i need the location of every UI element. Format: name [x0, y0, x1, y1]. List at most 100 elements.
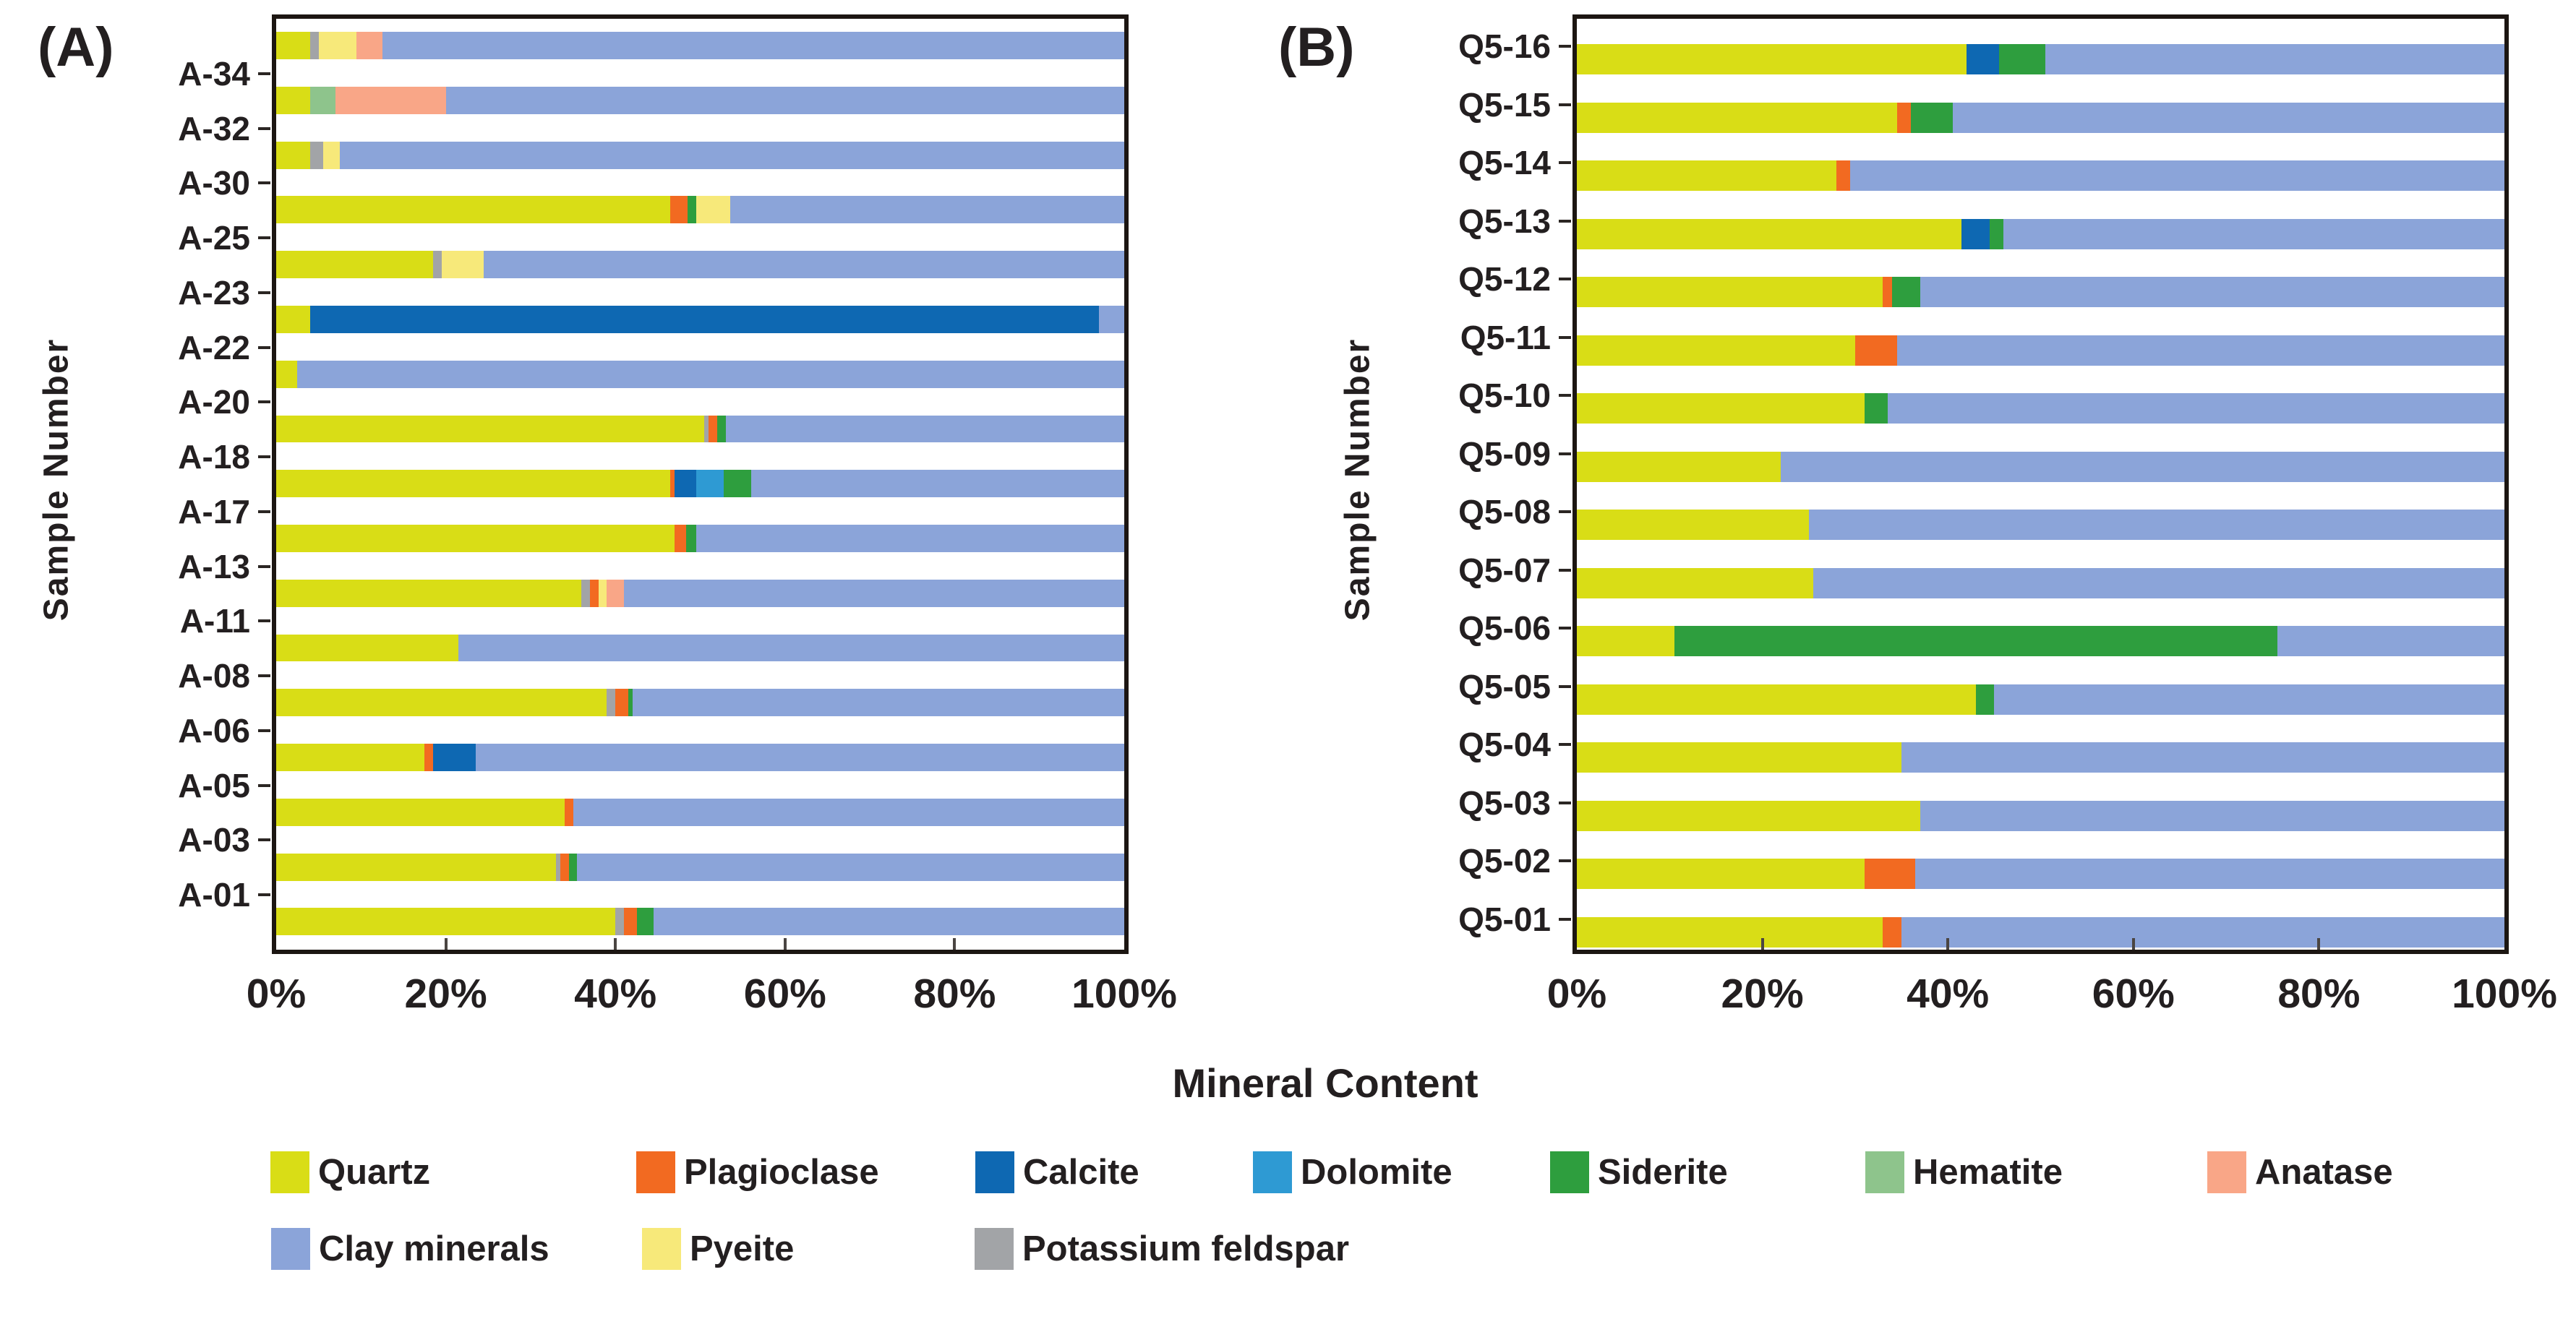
bar-segment-siderite [628, 689, 633, 717]
bar-segment-pyeite [696, 196, 730, 224]
bar-row-Q5-07 [1577, 567, 2504, 598]
bar-segment-siderite [1674, 626, 2277, 657]
sample-label-A-23: A-23 [178, 273, 250, 312]
bar-segment-plagioclase [589, 579, 599, 607]
y-axis-tick [1559, 568, 1571, 572]
legend-item-pyeite: Pyeite [642, 1228, 794, 1270]
x-axis-tick [783, 938, 787, 950]
bar-segment-quartz [1577, 102, 1897, 133]
bar-segment-clay [1901, 742, 2504, 773]
bar-segment-k_feldspar [581, 579, 590, 607]
bar-segment-pyeite [318, 32, 357, 60]
bar-segment-quartz [276, 579, 582, 607]
bar-segment-plagioclase [564, 798, 573, 826]
bar-segment-clay [1920, 800, 2504, 831]
y-axis-tick [258, 510, 270, 513]
legend-label-dolomite: Dolomite [1301, 1153, 1452, 1192]
bar-segment-quartz [276, 141, 310, 169]
sample-label-A-32: A-32 [178, 109, 250, 147]
sample-label-A-11: A-11 [179, 602, 250, 640]
bar-row-A-05 [276, 744, 1124, 771]
bar-row-Q5-12 [1577, 277, 2504, 308]
y-axis-tick [1559, 743, 1571, 747]
y-axis-tick [258, 783, 270, 787]
bar-row-A-18 [276, 415, 1124, 443]
legend-label-hematite: Hematite [1913, 1153, 2063, 1192]
bar-segment-calcite [432, 744, 476, 771]
y-axis-tick [1559, 859, 1571, 863]
bar-segment-plagioclase [670, 196, 688, 224]
sample-label-A-25: A-25 [178, 219, 250, 257]
bar-row-A-08 [276, 634, 1124, 662]
x-axis-title: Mineral Content [1172, 1060, 1479, 1106]
sample-label-Q5-11: Q5-11 [1460, 318, 1551, 356]
bar-segment-k_feldspar [615, 908, 624, 936]
y-axis-tick [1559, 801, 1571, 804]
bar-segment-quartz [1577, 684, 1976, 715]
sample-label-Q5-07: Q5-07 [1458, 551, 1551, 589]
legend-item-calcite: Calcite [975, 1151, 1139, 1193]
bar-segment-quartz [276, 798, 565, 826]
bar-segment-clay [750, 470, 1124, 498]
bar-row-A-23 [276, 251, 1124, 279]
bar-segment-siderite [687, 196, 696, 224]
bar-segment-plagioclase [1854, 335, 1897, 366]
bar-segment-plagioclase [560, 853, 569, 881]
sample-label-A-01: A-01 [178, 876, 250, 914]
bar-row-Q5-14 [1577, 160, 2504, 192]
bar-segment-pyeite [441, 251, 484, 279]
bar-row-A-22 [276, 306, 1124, 333]
y-axis-tick [1559, 103, 1571, 106]
bar-segment-calcite [1966, 44, 1999, 75]
sample-label-Q5-15: Q5-15 [1458, 85, 1551, 124]
bar-row-A-30 [276, 141, 1124, 169]
legend-label-pyeite: Pyeite [690, 1229, 795, 1268]
bar-segment-clay [1781, 451, 2504, 482]
y-axis-tick [1559, 627, 1571, 630]
sample-label-A-30: A-30 [178, 164, 250, 202]
legend-item-quartz: Quartz [270, 1151, 430, 1193]
bar-segment-quartz [276, 689, 607, 717]
bar-segment-k_feldspar [704, 415, 709, 443]
bar-segment-clay [2277, 626, 2504, 657]
legend-swatch-quartz [270, 1151, 309, 1193]
y-axis-tick [1559, 219, 1571, 223]
bar-segment-clay [696, 525, 1124, 552]
bar-segment-dolomite [696, 470, 724, 498]
y-axis-tick [258, 126, 270, 130]
bar-row-A-20 [276, 360, 1124, 388]
legend-item-hematite: Hematite [1865, 1151, 2063, 1193]
x-tick-label-0: 0% [246, 971, 307, 1017]
bar-segment-pyeite [322, 141, 340, 169]
panel-b-plot-area [1572, 14, 2509, 954]
legend-swatch-siderite [1550, 1151, 1589, 1193]
sample-label-A-34: A-34 [178, 54, 250, 93]
legend-swatch-clay [271, 1228, 310, 1270]
bar-segment-siderite [716, 415, 726, 443]
y-axis-tick [258, 400, 270, 404]
panel-a-plot-area [272, 14, 1129, 954]
bar-segment-siderite [1998, 44, 2045, 75]
x-axis-tick [2317, 938, 2321, 950]
y-axis-tick [1559, 161, 1571, 165]
legend-label-k_feldspar: Potassium feldspar [1022, 1229, 1350, 1268]
bar-segment-quartz [276, 525, 675, 552]
sample-label-Q5-13: Q5-13 [1458, 202, 1551, 240]
bar-segment-plagioclase [1836, 160, 1851, 192]
sample-label-Q5-01: Q5-01 [1458, 900, 1551, 938]
sample-label-Q5-09: Q5-09 [1458, 434, 1551, 473]
bar-segment-quartz [1577, 218, 1962, 249]
bar-row-A-32 [276, 86, 1124, 114]
sample-label-Q5-04: Q5-04 [1458, 726, 1551, 764]
bar-segment-clay [577, 853, 1124, 881]
x-axis-tick [2131, 938, 2135, 950]
y-axis-tick [258, 564, 270, 568]
y-axis-tick [1559, 452, 1571, 455]
y-axis-tick [258, 291, 270, 294]
y-axis-tick [258, 674, 270, 678]
bar-segment-siderite [685, 525, 696, 552]
bar-segment-clay [1915, 859, 2504, 890]
bar-row-Q5-11 [1577, 335, 2504, 366]
bar-segment-clay [729, 196, 1124, 224]
bar-segment-clay [297, 360, 1124, 388]
